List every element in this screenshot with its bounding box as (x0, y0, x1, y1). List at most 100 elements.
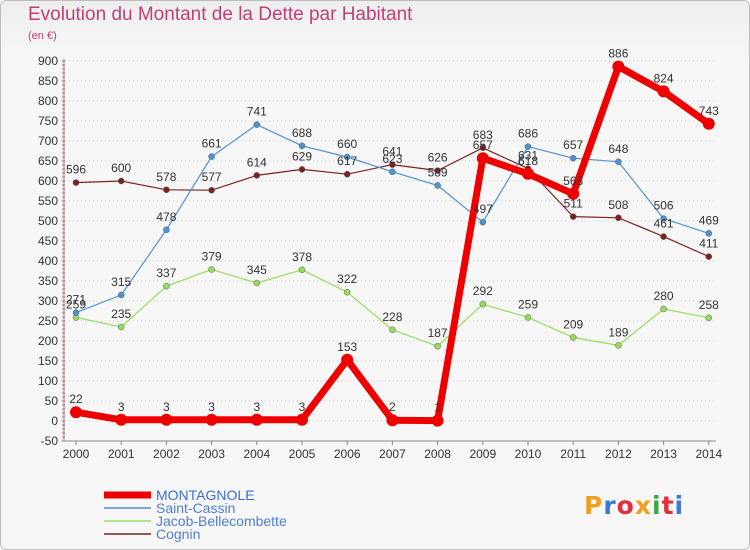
logo-letter: i (652, 491, 662, 520)
data-point (70, 406, 82, 419)
chart-subtitle: (en €) (28, 30, 57, 42)
data-point (615, 214, 622, 222)
data-point (569, 213, 577, 220)
data-point (434, 342, 441, 350)
logo-letter: i (674, 491, 685, 520)
data-label: 3 (299, 400, 306, 414)
y-tick-label: 600 (38, 174, 58, 188)
data-point (160, 413, 173, 426)
data-label: 228 (382, 310, 402, 324)
data-point (524, 143, 532, 150)
series-line-montagnole (72, 63, 713, 425)
data-point (253, 279, 261, 287)
data-label: 3 (208, 400, 215, 414)
data-label: 1 (434, 401, 441, 415)
legend-item-label: Jacob-Bellecombette (156, 513, 287, 529)
data-label: 589 (428, 165, 448, 179)
x-tick-label: 2001 (108, 447, 135, 461)
data-label: 3 (253, 400, 260, 414)
data-point (163, 186, 170, 194)
data-point (208, 266, 215, 273)
data-label: 578 (156, 170, 176, 184)
data-point (298, 166, 306, 173)
data-point (343, 170, 351, 178)
data-point (208, 153, 215, 160)
data-label: 187 (428, 326, 448, 340)
data-point (253, 121, 261, 128)
y-tick-label: 200 (38, 334, 58, 348)
data-point (343, 288, 351, 296)
data-label: 657 (473, 138, 493, 152)
data-label: 345 (247, 263, 267, 277)
data-label: 461 (654, 217, 674, 231)
data-label: 886 (608, 47, 628, 61)
data-point (524, 314, 532, 321)
data-point (163, 282, 170, 290)
data-point (296, 413, 308, 426)
y-tick-label: 500 (38, 214, 58, 228)
x-tick-label: 2005 (289, 447, 316, 461)
x-tick-label: 2008 (424, 447, 451, 461)
data-point (72, 179, 80, 186)
data-label: 623 (382, 152, 402, 166)
data-label: 614 (247, 155, 267, 169)
x-tick-label: 2014 (695, 447, 722, 461)
data-label: 660 (337, 137, 357, 151)
data-label: 743 (699, 104, 719, 118)
y-tick-label: 700 (38, 134, 58, 148)
y-tick-label: 100 (38, 374, 58, 388)
data-point (705, 230, 713, 237)
y-tick-label: 800 (38, 94, 58, 108)
data-label: 259 (518, 297, 538, 311)
data-label: 631 (518, 149, 538, 163)
logo-letter: x (634, 491, 652, 520)
data-point (117, 177, 125, 185)
y-tick-label: 350 (38, 274, 58, 288)
logo-letter: o (616, 491, 635, 520)
data-label: 378 (292, 250, 312, 264)
data-point (479, 144, 487, 152)
data-label: 271 (66, 293, 86, 307)
data-point (657, 85, 670, 98)
data-label: 209 (563, 317, 583, 331)
data-label: 683 (473, 128, 493, 142)
data-label: 478 (156, 210, 176, 224)
y-tick-label: 750 (38, 114, 58, 128)
data-point (115, 413, 128, 426)
y-tick-label: 0 (51, 414, 58, 428)
y-tick-label: 50 (45, 394, 59, 408)
data-point (72, 309, 80, 316)
data-label: 315 (111, 275, 131, 289)
data-point (253, 172, 261, 179)
x-tick-label: 2004 (243, 447, 270, 461)
data-label: 577 (202, 170, 222, 184)
data-point (479, 300, 487, 308)
y-tick-label: 300 (38, 294, 58, 308)
y-tick-label: 650 (38, 154, 58, 168)
x-tick-label: 2009 (469, 447, 496, 461)
data-label: 3 (118, 400, 125, 414)
data-label: 626 (428, 151, 448, 165)
data-point (660, 305, 667, 313)
data-label: 511 (564, 197, 583, 211)
data-point (569, 334, 577, 341)
data-point (612, 60, 625, 73)
legend-item-label: Saint-Cassin (156, 500, 236, 516)
x-tick-label: 2011 (560, 447, 586, 461)
x-tick-label: 2013 (650, 447, 677, 461)
data-point (343, 153, 351, 161)
data-label: 686 (518, 127, 538, 141)
data-point (386, 414, 399, 427)
data-point (389, 161, 396, 168)
legend-item-label: Cognin (156, 526, 201, 542)
data-label: 600 (111, 161, 131, 175)
y-tick-label: 450 (38, 234, 58, 248)
data-point (250, 413, 263, 426)
data-label: 629 (292, 149, 312, 163)
data-label: 153 (337, 340, 357, 354)
data-label: 497 (473, 202, 493, 216)
logo-letter: P (584, 491, 604, 520)
data-label: 189 (608, 325, 628, 339)
